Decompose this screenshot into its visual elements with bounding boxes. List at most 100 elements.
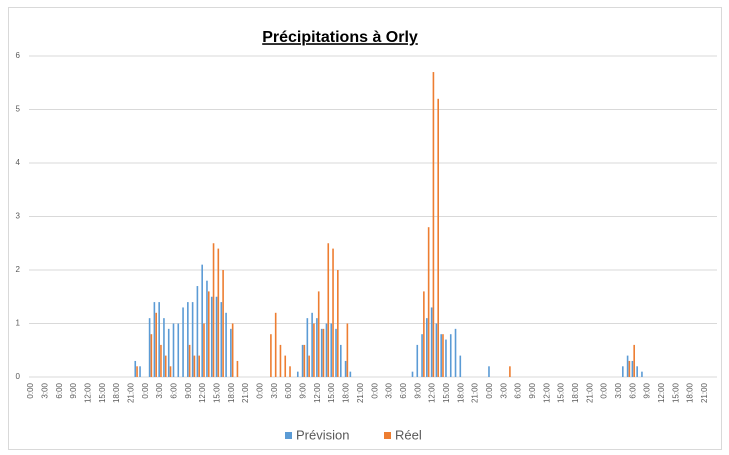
bar	[203, 323, 205, 377]
bar	[411, 371, 414, 377]
y-tick-label: 0	[16, 372, 21, 381]
bar	[301, 344, 304, 377]
x-tick-label: 0:00	[256, 382, 265, 398]
bar	[346, 323, 349, 377]
x-tick-label: 3:00	[499, 382, 508, 398]
bar	[150, 334, 153, 377]
bar	[344, 360, 347, 377]
bar	[201, 264, 203, 377]
bar	[440, 334, 442, 377]
legend-label: Réel	[395, 427, 422, 442]
bar	[163, 318, 165, 377]
x-tick-label: 0:00	[141, 382, 150, 398]
bar	[435, 323, 438, 377]
bar	[222, 270, 224, 377]
bar	[212, 243, 215, 377]
x-tick-label: 9:00	[528, 382, 537, 398]
bar	[172, 323, 175, 377]
x-tick-label: 3:00	[155, 382, 164, 398]
legend-swatch	[285, 432, 292, 439]
bar	[631, 360, 634, 377]
bar	[427, 227, 430, 377]
bar	[437, 98, 439, 378]
x-tick-label: 6:00	[55, 382, 64, 398]
x-tick-label: 3:00	[614, 382, 623, 398]
x-tick-label: 6:00	[170, 382, 179, 398]
bar	[207, 291, 210, 377]
y-tick-label: 3	[16, 212, 21, 221]
x-tick-label: 18:00	[227, 382, 236, 403]
bar	[160, 344, 162, 377]
bar	[335, 328, 337, 377]
bar	[349, 371, 352, 377]
x-tick-label: 0:00	[600, 382, 609, 398]
y-tick-label: 5	[16, 105, 21, 114]
bar	[442, 334, 444, 377]
bar	[148, 318, 151, 377]
x-tick-label: 15:00	[442, 382, 451, 403]
x-tick-label: 12:00	[542, 382, 551, 403]
bar	[158, 302, 160, 377]
bar	[432, 72, 435, 378]
x-tick-label: 6:00	[399, 382, 408, 398]
x-tick-label: 15:00	[98, 382, 107, 403]
bar	[316, 318, 318, 377]
x-tick-label: 9:00	[643, 382, 652, 398]
bar	[187, 302, 189, 377]
x-tick-label: 18:00	[456, 382, 465, 403]
x-tick-label: 15:00	[213, 382, 222, 403]
bar	[636, 366, 638, 377]
bar	[423, 291, 425, 377]
bar	[182, 307, 184, 377]
bar	[155, 312, 157, 377]
bar	[225, 312, 227, 377]
x-tick-label: 0:00	[485, 382, 494, 398]
bar	[332, 248, 334, 377]
x-tick-label: 9:00	[413, 382, 422, 398]
bar	[231, 323, 234, 377]
bar	[426, 318, 428, 377]
bar	[325, 323, 328, 377]
bar	[198, 355, 200, 377]
x-tick-label: 0:00	[26, 382, 35, 398]
bar	[320, 328, 323, 377]
bar	[306, 318, 309, 377]
x-tick-label: 21:00	[356, 382, 365, 403]
bar	[169, 366, 172, 377]
bar	[421, 334, 423, 377]
bar	[449, 334, 452, 377]
bar	[308, 355, 310, 377]
x-tick-label: 9:00	[69, 382, 78, 398]
x-tick-label: 6:00	[514, 382, 523, 398]
bar	[220, 302, 223, 377]
x-tick-label: 21:00	[126, 382, 135, 403]
x-tick-label: 6:00	[628, 382, 637, 398]
bar	[139, 366, 141, 377]
bar	[509, 366, 511, 377]
x-tick-label: 3:00	[270, 382, 279, 398]
bar	[445, 339, 447, 377]
bar	[153, 302, 156, 377]
x-tick-label: 15:00	[671, 382, 680, 403]
bar	[454, 328, 457, 377]
bar	[196, 286, 199, 377]
x-tick-label: 6:00	[284, 382, 293, 398]
x-tick-label: 12:00	[657, 382, 666, 403]
bar	[136, 366, 138, 377]
bar	[284, 355, 287, 377]
bar	[191, 302, 194, 377]
bar	[628, 360, 631, 377]
bar	[430, 307, 433, 377]
legend-label: Prévision	[296, 427, 349, 442]
bar	[322, 328, 325, 377]
bar	[317, 291, 320, 377]
x-tick-label: 12:00	[428, 382, 437, 403]
x-tick-label: 12:00	[83, 382, 92, 403]
chart-frame	[8, 7, 722, 450]
x-tick-label: 21:00	[241, 382, 250, 403]
bar	[330, 323, 333, 377]
bar	[311, 312, 313, 377]
bar	[296, 371, 299, 377]
